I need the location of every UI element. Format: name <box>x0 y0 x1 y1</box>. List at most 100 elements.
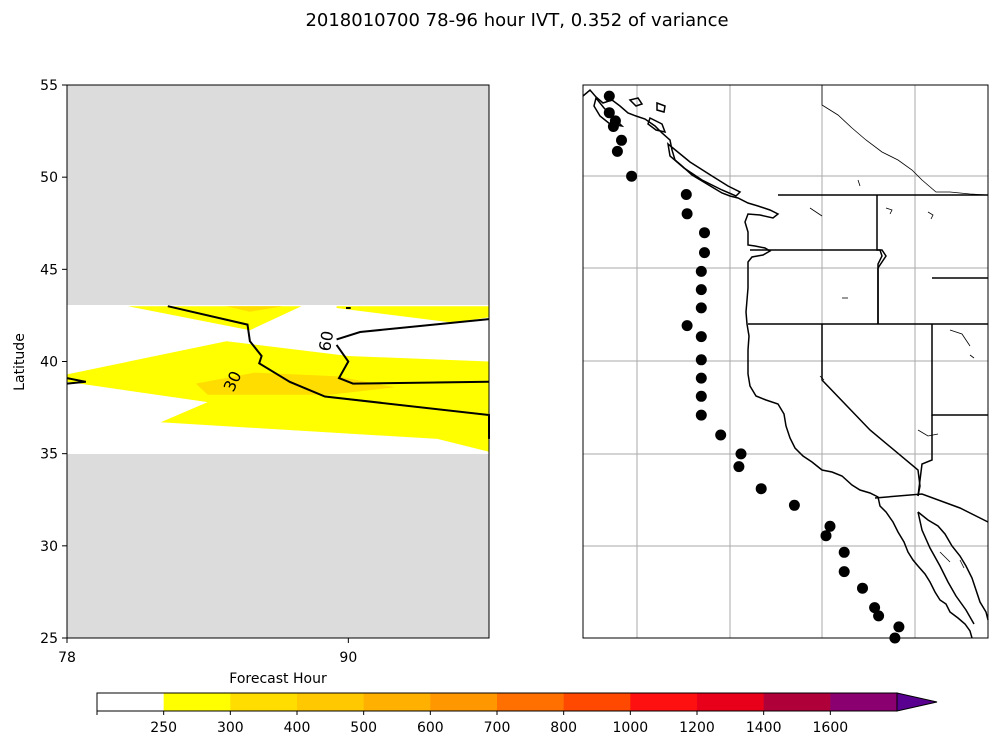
ivt-fill-layer <box>67 306 489 452</box>
station-marker <box>695 265 707 277</box>
border-us-mex <box>874 493 989 523</box>
station-marker <box>695 409 707 421</box>
station-marker <box>869 602 881 614</box>
y-tick-label: 55 <box>40 78 58 94</box>
colorbar-segment <box>630 693 698 711</box>
station-marker <box>611 145 623 157</box>
station-marker <box>838 546 850 558</box>
colorbar-segment <box>163 693 231 711</box>
station-marker <box>699 227 710 239</box>
station-marker <box>893 621 905 633</box>
island-coast-2 <box>647 116 667 134</box>
colorbar-tick-label: 700 <box>484 720 511 736</box>
station-marker <box>681 320 693 332</box>
station-marker <box>681 208 693 220</box>
missing-data-bottom <box>67 454 489 638</box>
border-az <box>917 415 933 497</box>
border-id-wy <box>931 324 988 416</box>
y-tick-label: 25 <box>40 631 58 647</box>
y-tick-label: 35 <box>40 447 58 463</box>
border-or-wa <box>750 249 883 324</box>
map-minor-outlines <box>809 85 989 569</box>
colorbar-tick-label: 800 <box>550 720 577 736</box>
island-coast-3 <box>656 101 666 113</box>
colorbar-segment <box>697 693 765 711</box>
station-marker <box>735 448 747 460</box>
gulf-coast <box>917 511 989 621</box>
station-marker <box>824 520 836 532</box>
colorbar-tick-label: 400 <box>284 720 311 736</box>
station-marker <box>626 170 638 182</box>
colorbar-segment <box>430 693 498 711</box>
colorbar-tick-label: 300 <box>217 720 244 736</box>
map-outlines <box>582 88 989 639</box>
left-panel: 30 60 25 30 35 40 45 50 55 78 90 Latitude Foreca… <box>12 78 490 687</box>
colorbar-segment <box>297 693 365 711</box>
map-panel <box>582 84 989 644</box>
y-tick-label: 50 <box>40 170 58 186</box>
colorbar-labels: 250 300 400 500 600 700 800 1000 1200 1400 1600 <box>96 711 849 736</box>
y-tick-label: 45 <box>40 262 58 278</box>
station-marker <box>695 354 707 366</box>
figure-title: 2018010700 78-96 hour IVT, 0.352 of vari… <box>305 10 728 31</box>
station-marker <box>755 483 767 495</box>
station-marker <box>699 247 710 259</box>
station-marker <box>616 134 627 146</box>
x-axis-ticks: 78 90 <box>58 638 357 666</box>
colorbar-segment <box>563 693 631 711</box>
station-marker <box>715 429 727 441</box>
ivt-fill-region-1 <box>336 306 489 323</box>
y-tick-label: 30 <box>40 539 58 555</box>
station-marker <box>733 461 745 473</box>
station-marker <box>695 390 707 402</box>
border-ca-nv <box>821 324 921 497</box>
station-marker <box>838 566 850 578</box>
colorbar-segment <box>830 693 898 711</box>
map-gridlines <box>583 85 988 638</box>
colorbar-segment <box>363 693 431 711</box>
colorbar <box>96 692 938 712</box>
station-marker <box>680 189 692 200</box>
station-marker <box>857 582 868 594</box>
station-marker <box>695 284 707 296</box>
island-coast-4 <box>628 97 644 107</box>
colorbar-tick-label: 500 <box>350 720 377 736</box>
station-marker <box>695 302 707 314</box>
ivt-fill-region-3 <box>226 306 283 312</box>
colorbar-extend-arrow <box>896 692 938 712</box>
colorbar-tick-label: 1400 <box>746 720 782 736</box>
ivt-contour-line-1 <box>336 318 490 341</box>
colorbar-tick-label: 1600 <box>813 720 849 736</box>
station-marker <box>873 610 885 622</box>
station-marker <box>603 107 615 119</box>
y-axis-label: Latitude <box>12 333 28 391</box>
ivt-fill-region-0 <box>128 306 302 331</box>
colorbar-segment <box>497 693 565 711</box>
colorbar-tick-label: 250 <box>150 720 177 736</box>
colorbar-tick-label: 600 <box>417 720 444 736</box>
x-tick-label: 90 <box>339 650 357 666</box>
colorbar-segment <box>230 693 298 711</box>
missing-data-top <box>67 85 489 305</box>
station-marker <box>788 499 800 511</box>
ivt-contour-line-4 <box>66 377 86 385</box>
y-axis-ticks: 25 30 35 40 45 50 55 <box>40 78 67 647</box>
x-axis-label: Forecast Hour <box>229 671 327 687</box>
y-tick-label: 40 <box>40 355 58 371</box>
colorbar-segment <box>763 693 831 711</box>
border-id-mt <box>876 195 887 324</box>
colorbar-tick-label: 1000 <box>613 720 649 736</box>
ivt-contour-line-2 <box>335 344 490 385</box>
station-marker <box>695 372 707 384</box>
x-tick-label: 78 <box>58 650 76 666</box>
station-marker <box>607 121 619 132</box>
map-frame <box>582 84 989 639</box>
colorbar-tick-label: 1200 <box>679 720 715 736</box>
baja-coast <box>917 511 975 625</box>
station-markers <box>603 90 905 644</box>
vancouver-island <box>666 142 742 197</box>
ivt-fill-region-2 <box>67 341 489 452</box>
station-marker <box>820 530 832 542</box>
contour-label: 60 <box>315 329 337 352</box>
